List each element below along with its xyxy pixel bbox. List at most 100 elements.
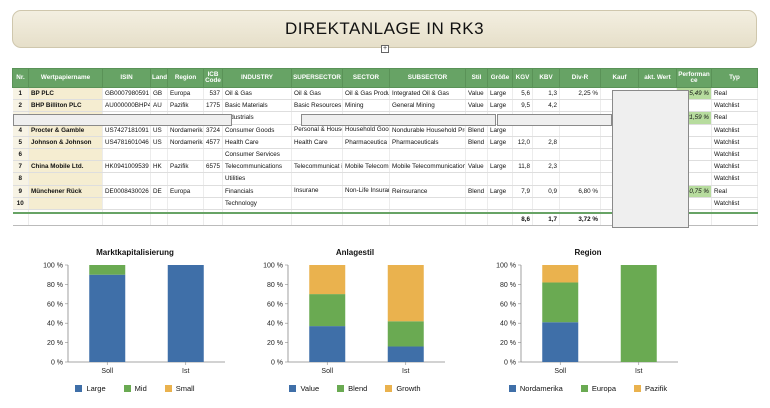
cell-typ[interactable]: Watchlist — [711, 148, 758, 162]
cell-subsector[interactable]: Nondurable Household Products — [389, 124, 466, 137]
cell-supersector[interactable] — [291, 172, 343, 186]
cell-divr[interactable]: 6,80 % — [559, 185, 601, 198]
cell-groesse[interactable]: Large — [487, 99, 513, 113]
cell-stil[interactable]: Blend — [465, 124, 488, 137]
cell-region[interactable]: Pazifik — [167, 99, 204, 113]
cell-icb[interactable]: 537 — [203, 87, 223, 101]
cell-subsector[interactable]: General Mining — [389, 99, 466, 113]
cell-supersector[interactable]: Basic Resources — [291, 99, 343, 113]
cell-groesse[interactable]: Large — [487, 160, 513, 174]
cell-land[interactable] — [150, 172, 168, 186]
kauf-input-area[interactable] — [612, 90, 689, 228]
cell-groesse[interactable]: Large — [487, 136, 513, 149]
cell-groesse[interactable]: Large — [487, 185, 513, 198]
cell-industry[interactable]: Industrials — [222, 111, 292, 125]
cell-nr[interactable]: 6 — [12, 148, 29, 162]
cell-divr[interactable] — [559, 99, 601, 113]
resize-handle-icon[interactable]: + — [381, 45, 389, 53]
cell-stil[interactable]: Blend — [465, 185, 488, 198]
cell-isin[interactable]: GB0007980591 — [102, 87, 151, 101]
cell-typ[interactable]: Watchlist — [711, 136, 758, 149]
cell-name[interactable] — [28, 172, 103, 186]
cell-kbv[interactable]: 1,3 — [532, 87, 560, 101]
cell-region[interactable] — [167, 197, 204, 210]
cell-name[interactable]: BHP Billiton PLC — [28, 99, 103, 113]
cell-industry[interactable]: Technology — [222, 197, 292, 210]
cell-kbv[interactable]: 2,8 — [532, 136, 560, 149]
cell-divr[interactable] — [559, 172, 601, 186]
cell-subsector[interactable] — [389, 148, 466, 162]
cell-kgv[interactable] — [512, 197, 533, 210]
cell-divr[interactable] — [559, 197, 601, 210]
cell-land[interactable]: AU — [150, 99, 168, 113]
cell-kbv[interactable]: 0,9 — [532, 185, 560, 198]
cell-supersector[interactable]: Personal & Household Goods — [291, 124, 343, 137]
cell-isin[interactable]: US7427181091 — [102, 124, 151, 137]
cell-stil[interactable] — [465, 148, 488, 162]
cell-industry[interactable]: Oil & Gas — [222, 87, 292, 101]
cell-divr[interactable]: 2,25 % — [559, 87, 601, 101]
table-row[interactable]: 6 Consumer Services Watchlist — [12, 148, 758, 162]
cell-land[interactable] — [150, 197, 168, 210]
cell-supersector[interactable]: Oil & Gas — [291, 87, 343, 101]
cell-isin[interactable] — [102, 172, 151, 186]
cell-region[interactable]: Europa — [167, 185, 204, 198]
cell-groesse[interactable] — [487, 172, 513, 186]
cell-kgv[interactable] — [512, 148, 533, 162]
cell-region[interactable]: Nordamerika — [167, 124, 204, 137]
row3-input-mid[interactable] — [301, 114, 496, 126]
cell-typ[interactable]: Watchlist — [711, 99, 758, 113]
cell-isin[interactable] — [102, 197, 151, 210]
cell-nr[interactable]: 4 — [12, 124, 29, 137]
cell-sector[interactable] — [342, 148, 390, 162]
cell-kgv[interactable] — [512, 172, 533, 186]
table-row[interactable]: 8 Utilities Watchlist — [12, 172, 758, 186]
cell-kgv[interactable] — [512, 124, 533, 137]
cell-typ[interactable]: Real — [711, 87, 758, 101]
cell-sector[interactable]: Oil & Gas Producers — [342, 87, 390, 101]
cell-divr[interactable] — [559, 136, 601, 149]
cell-sector[interactable]: Pharmaceutica ls & — [342, 136, 390, 149]
cell-sector[interactable]: Household Goods & Home Construction — [342, 124, 390, 137]
cell-typ[interactable]: Real — [711, 111, 758, 125]
cell-name[interactable]: Procter & Gamble — [28, 124, 103, 137]
cell-typ[interactable]: Watchlist — [711, 124, 758, 137]
cell-kbv[interactable]: 4,2 — [532, 99, 560, 113]
cell-nr[interactable]: 7 — [12, 160, 29, 174]
cell-supersector[interactable] — [291, 197, 343, 210]
row3-input-right[interactable] — [497, 114, 612, 126]
cell-industry[interactable]: Telecommunications — [222, 160, 292, 174]
cell-name[interactable]: BP PLC — [28, 87, 103, 101]
cell-supersector[interactable]: Telecommunicat ions — [291, 160, 343, 174]
cell-industry[interactable]: Consumer Services — [222, 148, 292, 162]
cell-kgv[interactable]: 12,0 — [512, 136, 533, 149]
cell-isin[interactable]: HK0941009539 — [102, 160, 151, 174]
cell-subsector[interactable]: Pharmaceuticals — [389, 136, 466, 149]
cell-nr[interactable]: 2 — [12, 99, 29, 113]
cell-name[interactable] — [28, 197, 103, 210]
cell-icb[interactable]: 3724 — [203, 124, 223, 137]
cell-divr[interactable] — [559, 148, 601, 162]
cell-divr[interactable] — [559, 124, 601, 137]
cell-land[interactable]: US — [150, 136, 168, 149]
cell-kgv[interactable]: 5,6 — [512, 87, 533, 101]
cell-region[interactable] — [167, 172, 204, 186]
cell-land[interactable]: GB — [150, 87, 168, 101]
cell-typ[interactable]: Watchlist — [711, 172, 758, 186]
cell-stil[interactable] — [465, 197, 488, 210]
cell-stil[interactable] — [465, 172, 488, 186]
table-row[interactable]: 9 Münchener Rück DE0008430026 DE Europa Finan… — [12, 185, 758, 198]
cell-icb[interactable] — [203, 185, 223, 198]
cell-nr[interactable]: 1 — [12, 87, 29, 101]
cell-stil[interactable]: Value — [465, 87, 488, 101]
cell-supersector[interactable]: Health Care — [291, 136, 343, 149]
cell-land[interactable]: DE — [150, 185, 168, 198]
cell-subsector[interactable]: Integrated Oil & Gas — [389, 87, 466, 101]
cell-region[interactable] — [167, 148, 204, 162]
cell-nr[interactable]: 8 — [12, 172, 29, 186]
cell-kgv[interactable]: 9,5 — [512, 99, 533, 113]
cell-industry[interactable]: Financials — [222, 185, 292, 198]
cell-sector[interactable] — [342, 197, 390, 210]
cell-region[interactable]: Pazifik — [167, 160, 204, 174]
cell-land[interactable] — [150, 148, 168, 162]
